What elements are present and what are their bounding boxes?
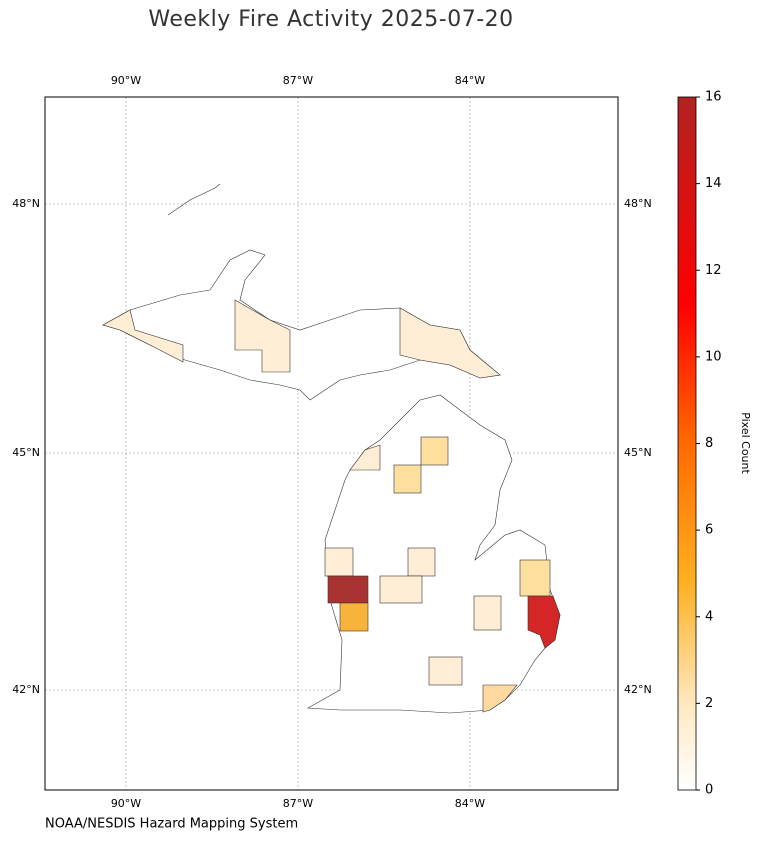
county xyxy=(420,436,449,466)
lon-tick-label: 84°W xyxy=(455,797,485,810)
map-title: Weekly Fire Activity 2025-07-20 xyxy=(148,7,513,32)
county xyxy=(393,464,422,494)
county xyxy=(428,656,463,686)
map-frame xyxy=(44,96,619,791)
colorbar-tick-label: 2 xyxy=(705,696,713,711)
colorbar-tick-label: 10 xyxy=(705,349,722,364)
colorbar-label: Pixel Count xyxy=(739,412,752,474)
county xyxy=(234,299,291,373)
colorbar-tick-label: 12 xyxy=(705,263,722,278)
county xyxy=(473,595,502,631)
graticule xyxy=(45,97,618,790)
county xyxy=(379,575,423,604)
upper-peninsula xyxy=(102,249,501,401)
lat-tick-label: 45°N xyxy=(12,446,40,459)
county xyxy=(407,547,436,577)
county xyxy=(482,684,518,713)
lat-tick-label: 45°N xyxy=(624,446,652,459)
colorbar-tick-label: 0 xyxy=(705,783,713,798)
lat-tick-label: 42°N xyxy=(12,683,40,696)
michigan xyxy=(102,183,561,714)
colorbar-tick-label: 6 xyxy=(705,523,713,538)
county xyxy=(339,602,369,632)
county xyxy=(399,307,501,379)
credit: NOAA/NESDIS Hazard Mapping System xyxy=(45,817,298,832)
lon-tick-label: 87°W xyxy=(283,797,313,810)
isle-royale xyxy=(167,183,221,216)
lon-tick-label: 90°W xyxy=(111,797,141,810)
county xyxy=(519,559,551,597)
colorbar xyxy=(677,96,697,791)
county xyxy=(349,444,381,471)
colorbar-tick-label: 4 xyxy=(705,609,713,624)
lon-tick-label: 90°W xyxy=(111,74,141,87)
county xyxy=(102,309,184,363)
county xyxy=(327,575,369,604)
county xyxy=(324,547,354,577)
lat-tick-label: 48°N xyxy=(12,197,40,210)
lat-tick-label: 48°N xyxy=(624,197,652,210)
colorbar-tick-label: 8 xyxy=(705,436,713,451)
colorbar-tick-label: 16 xyxy=(705,90,722,105)
colorbar-tick-label: 14 xyxy=(705,176,722,191)
lat-tick-label: 42°N xyxy=(624,683,652,696)
county xyxy=(527,595,561,649)
lon-tick-label: 84°W xyxy=(455,74,485,87)
lon-tick-label: 87°W xyxy=(283,74,313,87)
